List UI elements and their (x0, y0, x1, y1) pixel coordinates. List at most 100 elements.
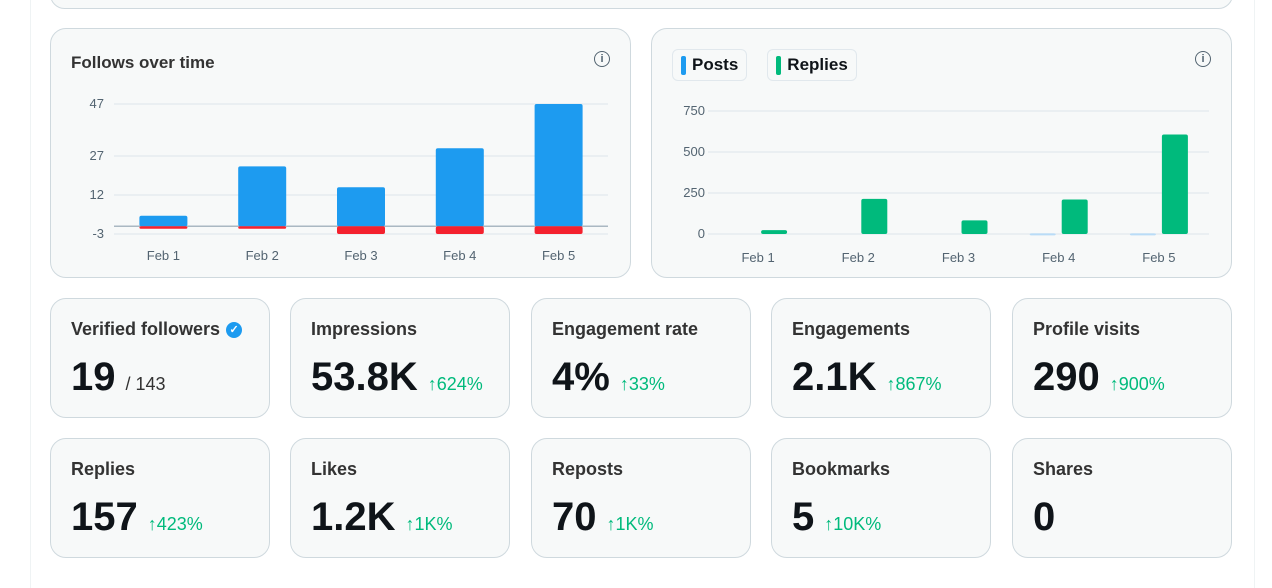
bar (238, 166, 287, 227)
x-tick-label: Feb 5 (542, 248, 575, 263)
bar (761, 230, 788, 234)
stat-card: Reposts 70 ↑1K% (531, 438, 751, 558)
x-tick-label: Feb 3 (344, 248, 377, 263)
stat-value: 157 (71, 495, 138, 539)
stat-label: Replies (71, 459, 136, 479)
stat-value-row: 4% ↑33% (552, 355, 665, 400)
bar (1029, 233, 1056, 236)
stat-value: 53.8K (311, 355, 418, 399)
x-tick-label: Feb 1 (147, 248, 180, 263)
stat-card: Profile visits 290 ↑900% (1012, 298, 1232, 418)
legend-label: Posts (692, 55, 739, 74)
x-tick-label: Feb 4 (1042, 250, 1075, 265)
y-tick-label: 0 (698, 226, 705, 241)
bar (534, 104, 583, 227)
stat-label: Impressions (311, 319, 418, 339)
arrow-up-icon: ↑ (1109, 374, 1119, 394)
bar (961, 220, 988, 234)
stat-value-row: 19 / 143 (71, 355, 166, 400)
stat-value: 2.1K (792, 355, 877, 399)
stat-value: 1.2K (311, 495, 396, 539)
bar (534, 226, 583, 234)
legend-posts[interactable]: Posts (672, 49, 748, 81)
stat-value-row: 157 ↑423% (71, 495, 203, 540)
stat-label: Engagement rate (552, 319, 699, 339)
stat-card: Engagement rate 4% ↑33% (531, 298, 751, 418)
stat-card: Engagements 2.1K ↑867% (771, 298, 991, 418)
stat-card: Impressions 53.8K ↑624% (290, 298, 510, 418)
x-tick-label: Feb 3 (942, 250, 975, 265)
stat-label: Reposts (552, 459, 624, 479)
stat-label: Profile visits (1033, 319, 1141, 339)
x-tick-label: Feb 1 (741, 250, 774, 265)
stat-change: ↑900% (1109, 374, 1165, 394)
x-tick-label: Feb 2 (842, 250, 875, 265)
stat-value-row: 53.8K ↑624% (311, 355, 483, 400)
y-tick-label: 12 (90, 187, 104, 202)
stat-value-row: 0 (1033, 495, 1055, 540)
posts-replies-chart-card: Posts Replies i 750 500 250 0 Feb 1 Feb 2 Feb … (651, 28, 1232, 278)
stat-value-row: 5 ↑10K% (792, 495, 881, 540)
info-icon[interactable]: i (1195, 51, 1211, 67)
arrow-up-icon: ↑ (147, 514, 157, 534)
bar (139, 215, 188, 227)
posts-swatch (681, 55, 686, 75)
legend: Posts Replies (672, 49, 857, 81)
follows-chart-card: Follows over time i 47 27 12 -3 Feb 1 Feb 2 Fe… (50, 28, 631, 278)
bar (238, 226, 287, 229)
stat-value: 5 (792, 495, 815, 539)
stat-value: 4% (552, 355, 610, 399)
stat-change: ↑10K% (824, 514, 882, 534)
y-tick-label: 250 (683, 185, 705, 200)
bar (435, 226, 484, 234)
stat-label: Bookmarks (792, 459, 891, 479)
stat-value-row: 1.2K ↑1K% (311, 495, 453, 540)
arrow-up-icon: ↑ (886, 374, 896, 394)
content-frame (30, 0, 1255, 588)
x-tick-label: Feb 5 (1142, 250, 1175, 265)
bar (1061, 199, 1088, 234)
posts-replies-chart: 750 500 250 0 Feb 1 Feb 2 Feb 3 Feb 4 Feb 5 (683, 103, 1209, 265)
legend-label: Replies (787, 55, 848, 74)
stat-label: Shares (1033, 459, 1094, 479)
stat-label: Verified followers ✓ (71, 319, 243, 340)
arrow-up-icon: ↑ (824, 514, 834, 534)
stat-change: ↑33% (619, 374, 665, 394)
bar (1129, 233, 1156, 236)
verified-badge-icon: ✓ (226, 321, 243, 338)
y-tick-label: 750 (683, 103, 705, 118)
stat-change: ↑867% (886, 374, 942, 394)
x-tick-label: Feb 4 (443, 248, 476, 263)
bar (435, 148, 484, 227)
stat-value: 19 (71, 355, 116, 399)
y-tick-label: 47 (90, 96, 104, 111)
stat-label: Engagements (792, 319, 911, 339)
follows-chart: 47 27 12 -3 Feb 1 Feb 2 Feb 3 Feb 4 Feb 5 (90, 96, 608, 263)
bar (139, 226, 188, 229)
y-tick-label: 27 (90, 148, 104, 163)
x-tick-label: Feb 2 (246, 248, 279, 263)
bar (1161, 134, 1188, 234)
legend-replies[interactable]: Replies (767, 49, 857, 81)
y-tick-label: 500 (683, 144, 705, 159)
stat-value: 70 (552, 495, 597, 539)
stat-value-row: 290 ↑900% (1033, 355, 1165, 400)
arrow-up-icon: ↑ (606, 514, 616, 534)
y-tick-label: -3 (92, 226, 104, 241)
stat-card: Shares 0 (1012, 438, 1232, 558)
stat-change: ↑1K% (606, 514, 654, 534)
stat-value-row: 70 ↑1K% (552, 495, 654, 540)
stat-value-row: 2.1K ↑867% (792, 355, 942, 400)
stat-card: Verified followers ✓ 19 / 143 (50, 298, 270, 418)
info-icon[interactable]: i (594, 51, 610, 67)
stat-label: Likes (311, 459, 358, 479)
bar (337, 187, 385, 227)
chart-title: Follows over time (71, 53, 215, 72)
bar (861, 198, 888, 234)
stat-card: Replies 157 ↑423% (50, 438, 270, 558)
arrow-up-icon: ↑ (405, 514, 415, 534)
stat-change: ↑624% (427, 374, 483, 394)
stat-value: 0 (1033, 495, 1056, 539)
stat-change: ↑423% (147, 514, 203, 534)
stat-total: / 143 (125, 374, 166, 394)
